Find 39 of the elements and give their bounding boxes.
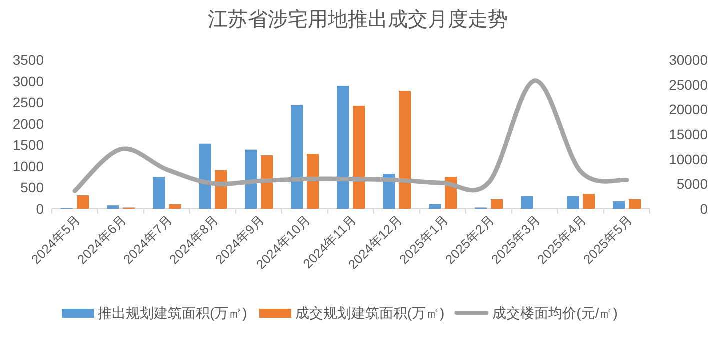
y2-tick-label: 15000 [669, 126, 708, 142]
legend-label: 成交楼面均价(元/㎡) [492, 305, 618, 321]
y2-tick-label: 0 [700, 201, 708, 217]
bar [521, 196, 533, 209]
bar [199, 144, 211, 209]
bar [353, 106, 365, 209]
bar [399, 91, 411, 209]
bar [169, 204, 181, 209]
bar [337, 86, 349, 209]
bar [429, 204, 441, 209]
y2-tick-label: 5000 [676, 176, 708, 192]
y-tick-label: 2500 [12, 94, 44, 111]
y-tick-label: 1500 [12, 137, 44, 154]
bar [291, 105, 303, 209]
bar [583, 194, 595, 209]
bar [491, 199, 503, 209]
y-tick-label: 0 [36, 201, 44, 217]
y2-tick-label: 10000 [669, 151, 708, 168]
y-tick-label: 1000 [12, 158, 44, 174]
y2-tick-label: 20000 [669, 102, 708, 118]
line-series [72, 78, 630, 194]
bar [107, 206, 119, 209]
y-tick-label: 2000 [12, 116, 44, 132]
bar [567, 196, 579, 209]
bar [153, 177, 165, 209]
bar [629, 199, 641, 209]
chart-title: 江苏省涉宅用地推出成交月度走势 [208, 8, 508, 31]
bar [77, 195, 89, 209]
legend-label: 成交规划建筑面积(万㎡) [295, 305, 445, 321]
y-tick-label: 500 [20, 180, 44, 196]
bar [307, 154, 319, 209]
bar [245, 150, 257, 209]
y2-tick-label: 30000 [669, 52, 708, 68]
y-tick-label: 3000 [12, 73, 44, 90]
bar [261, 155, 273, 209]
y2-tick-label: 25000 [669, 76, 708, 93]
y-tick-label: 3500 [12, 52, 44, 68]
legend-label: 推出规划建筑面积(万㎡) [98, 305, 248, 321]
bar [613, 201, 625, 209]
